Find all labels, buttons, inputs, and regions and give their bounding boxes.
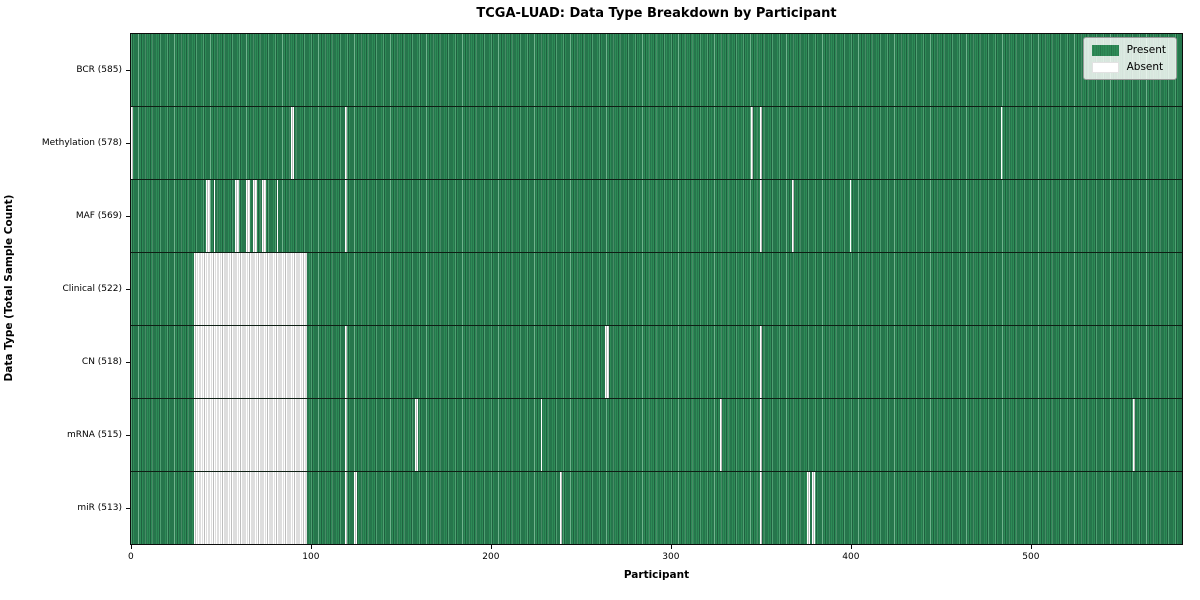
absent-stripe: [344, 180, 347, 252]
absent-stripe: [759, 326, 762, 398]
absent-stripe: [235, 180, 239, 252]
y-tick-label-maf: MAF (569): [75, 210, 122, 221]
absent-stripe: [414, 399, 419, 471]
absent-stripe: [1133, 399, 1136, 471]
absent-stripe: [262, 180, 266, 252]
legend-item-absent: Absent: [1091, 61, 1166, 73]
legend: Present Absent: [1082, 37, 1177, 80]
chart-title: TCGA-LUAD: Data Type Breakdown by Partic…: [476, 6, 837, 21]
x-tick-mark: [130, 545, 132, 549]
absent-stripe: [806, 472, 811, 544]
absent-stripe: [605, 326, 609, 398]
absent-stripe: [759, 399, 762, 471]
data-row-methylation: [131, 107, 1182, 180]
x-tick-mark: [310, 545, 312, 549]
x-tick-label-500: 500: [1022, 552, 1040, 562]
absent-stripe: [1000, 107, 1003, 179]
absent-stripe: [759, 107, 762, 179]
x-tick-mark: [1030, 545, 1032, 549]
absent-stripe: [206, 180, 211, 252]
absent-stripe: [253, 180, 257, 252]
absent-swatch-icon: [1091, 61, 1119, 73]
y-tick-label-clinical: Clinical (522): [62, 284, 122, 294]
absent-stripe: [353, 472, 358, 544]
absent-stripe: [720, 399, 723, 471]
y-tick-label-methylation: Methylation (578): [41, 137, 122, 148]
absent-stripe: [193, 326, 308, 398]
present-swatch-icon: [1091, 44, 1119, 56]
data-row-cn: [131, 326, 1182, 399]
absent-stripe: [344, 326, 347, 398]
absent-stripe: [290, 107, 295, 179]
absent-stripe: [849, 180, 852, 252]
legend-item-present: Present: [1091, 44, 1166, 56]
absent-stripe: [344, 107, 347, 179]
y-tick-label-mir: miR (513): [77, 503, 122, 514]
absent-stripe: [245, 180, 250, 252]
absent-stripe: [540, 399, 543, 471]
data-row-mir: [131, 472, 1182, 544]
y-tick-mark: [126, 215, 130, 217]
absent-stripe: [750, 107, 753, 179]
y-tick-mark: [126, 69, 130, 71]
y-tick-mark: [126, 435, 130, 437]
x-tick-mark: [670, 545, 672, 549]
absent-stripe: [131, 107, 133, 179]
absent-stripe: [344, 399, 347, 471]
x-tick-label-400: 400: [842, 552, 860, 562]
x-tick-label-300: 300: [662, 552, 680, 562]
y-tick-mark: [126, 289, 130, 290]
legend-label-present: Present: [1126, 44, 1166, 56]
y-tick-label-bcr: BCR (585): [76, 64, 122, 75]
absent-stripe: [193, 399, 308, 471]
y-tick-mark: [126, 508, 130, 510]
y-tick-label-cn: CN (518): [81, 357, 122, 368]
y-tick-mark: [126, 142, 130, 144]
data-row-clinical: [131, 253, 1182, 326]
data-row-mrna: [131, 399, 1182, 472]
legend-label-absent: Absent: [1126, 61, 1164, 73]
y-tick-mark: [126, 362, 130, 364]
absent-stripe: [193, 253, 308, 325]
x-tick-mark: [850, 545, 852, 549]
absent-stripe: [193, 472, 308, 544]
y-tick-label-mrna: mRNA (515): [67, 430, 122, 441]
absent-stripe: [276, 180, 279, 252]
absent-stripe: [560, 472, 563, 544]
absent-stripe: [759, 472, 762, 544]
data-row-maf: [131, 180, 1182, 253]
absent-stripe: [213, 180, 216, 252]
x-tick-label-200: 200: [482, 552, 500, 562]
absent-stripe: [344, 472, 347, 544]
x-tick-label-100: 100: [302, 552, 320, 562]
x-tick-label-0: 0: [128, 552, 134, 562]
x-tick-mark: [490, 545, 492, 549]
absent-stripe: [759, 180, 762, 252]
plot-area: [130, 33, 1183, 545]
absent-stripe: [811, 472, 816, 544]
absent-stripe: [792, 180, 794, 252]
data-row-bcr: [131, 34, 1182, 107]
x-axis-label: Participant: [623, 569, 690, 581]
